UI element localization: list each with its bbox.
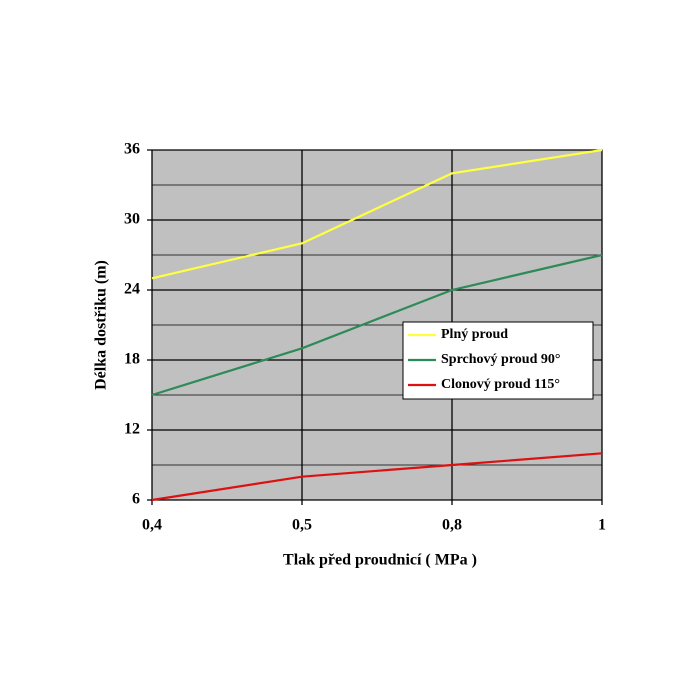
y-axis-label: Délka dostřiku (m) <box>93 260 110 390</box>
x-tick-label: 0,8 <box>442 517 462 534</box>
x-tick-label: 1 <box>598 517 606 534</box>
legend-label: Clonový proud 115° <box>441 377 560 392</box>
y-tick-label: 6 <box>132 491 140 508</box>
y-tick-label: 30 <box>124 211 140 228</box>
x-tick-label: 0,4 <box>142 517 162 534</box>
y-tick-label: 12 <box>124 421 140 438</box>
series-line <box>151 148 603 280</box>
y-tick-label: 18 <box>124 351 140 368</box>
x-axis-label: Tlak před proudnicí ( MPa ) <box>283 552 477 569</box>
series-line <box>151 253 603 397</box>
y-tick-label: 36 <box>124 141 140 158</box>
series-line <box>151 452 603 502</box>
x-tick-label: 0,5 <box>292 517 312 534</box>
y-tick-label: 24 <box>124 281 140 298</box>
legend-label: Plný proud <box>441 327 508 342</box>
legend-label: Sprchový proud 90° <box>441 352 560 367</box>
